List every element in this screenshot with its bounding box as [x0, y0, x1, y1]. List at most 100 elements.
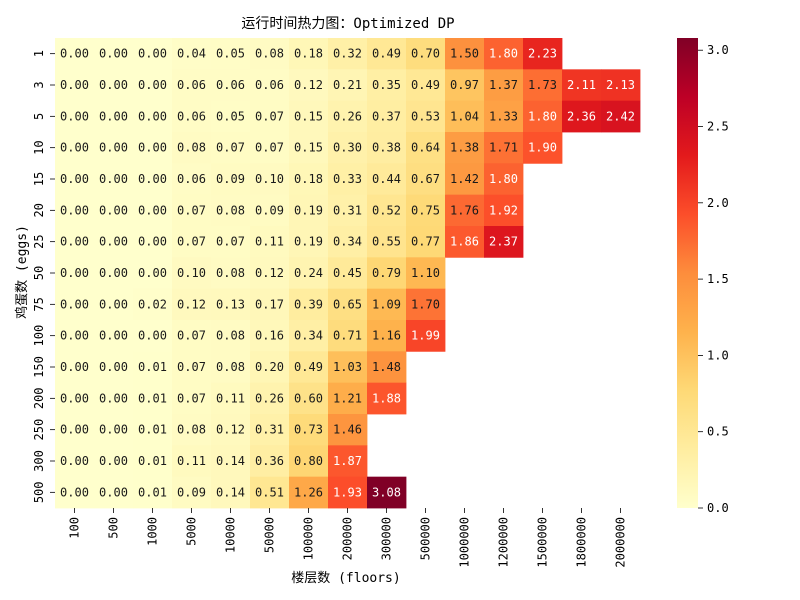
- heatmap-cell: [172, 257, 212, 290]
- cell-value-label: 0.00: [60, 266, 89, 280]
- cell-value-label: 0.34: [294, 329, 323, 343]
- cell-value-label: 0.07: [255, 141, 284, 155]
- heatmap-cell: [328, 69, 368, 102]
- heatmap-cell: [289, 69, 329, 102]
- cell-value-label: 0.00: [99, 109, 128, 123]
- y-axis-label: 鸡蛋数 (eggs): [14, 225, 30, 319]
- heatmap-cell: [55, 445, 95, 478]
- cell-value-label: 0.00: [60, 329, 89, 343]
- heatmap-cell: [367, 194, 407, 227]
- heatmap-cell: [94, 194, 134, 227]
- x-tick-label: 5000: [185, 517, 199, 546]
- cell-value-label: 0.07: [177, 360, 206, 374]
- heatmap-cell: [211, 414, 251, 446]
- heatmap-cell: [484, 132, 524, 164]
- heatmap-cell: [445, 132, 485, 164]
- heatmap-cell: [406, 69, 446, 102]
- x-tick-label: 200000: [341, 517, 355, 560]
- heatmap-cell: [172, 226, 212, 258]
- cell-value-label: 0.14: [216, 454, 245, 468]
- colorbar-tick-label: 2.5: [707, 120, 729, 134]
- y-tick-label: 150: [32, 356, 46, 378]
- cell-value-label: 0.11: [255, 235, 284, 249]
- heatmap-cell: [289, 288, 329, 321]
- heatmap-cell: [367, 163, 407, 196]
- heatmap-cell: [367, 288, 407, 321]
- heatmap-cell: [328, 351, 368, 384]
- heatmap-cell: [55, 257, 95, 290]
- heatmap-cell: [523, 100, 563, 133]
- cell-value-label: 0.00: [138, 235, 167, 249]
- colorbar-tick-label: 0.0: [707, 501, 729, 515]
- cell-value-label: 0.53: [411, 109, 440, 123]
- cell-value-label: 1.92: [489, 203, 518, 217]
- heatmap-cell: [250, 320, 290, 352]
- cell-value-label: 1.90: [528, 141, 557, 155]
- heatmap-cell: [289, 320, 329, 352]
- heatmap-cell: [211, 320, 251, 352]
- heatmap-cell: [484, 163, 524, 196]
- x-tick-label: 1000: [146, 517, 160, 546]
- heatmap-cell: [94, 226, 134, 258]
- heatmap-cell: [601, 69, 641, 102]
- heatmap-cell: [406, 320, 446, 352]
- cell-value-label: 1.09: [372, 297, 401, 311]
- heatmap-cell: [445, 194, 485, 227]
- heatmap-cell: [328, 414, 368, 446]
- cell-value-label: 0.00: [138, 172, 167, 186]
- heatmap-cell: [289, 382, 329, 415]
- heatmap-cell: [133, 38, 173, 70]
- cell-value-label: 1.86: [450, 235, 479, 249]
- cell-value-label: 0.00: [99, 141, 128, 155]
- x-tick-label: 1800000: [575, 517, 589, 568]
- cell-value-label: 0.00: [60, 360, 89, 374]
- heatmap-cell: [211, 38, 251, 70]
- heatmap-cell: [133, 226, 173, 258]
- cell-value-label: 0.21: [333, 78, 362, 92]
- heatmap-cell: [211, 132, 251, 164]
- cell-value-label: 0.08: [216, 203, 245, 217]
- cell-value-label: 0.00: [60, 141, 89, 155]
- heatmap-cell: [328, 226, 368, 258]
- cell-value-label: 1.38: [450, 141, 479, 155]
- heatmap-cell: [523, 69, 563, 102]
- cell-value-label: 0.15: [294, 109, 323, 123]
- y-tick-label: 10: [32, 140, 46, 154]
- cell-value-label: 0.51: [255, 485, 284, 499]
- cell-value-label: 0.38: [372, 141, 401, 155]
- heatmap-cell: [250, 132, 290, 164]
- heatmap-cell: [289, 163, 329, 196]
- heatmap-cell: [250, 257, 290, 290]
- cell-value-label: 0.00: [138, 141, 167, 155]
- colorbar: [677, 38, 698, 508]
- cell-value-label: 0.07: [216, 141, 245, 155]
- heatmap-cell: [172, 351, 212, 384]
- cell-value-label: 0.00: [138, 109, 167, 123]
- heatmap-cell: [367, 132, 407, 164]
- cell-value-label: 0.45: [333, 266, 362, 280]
- heatmap-cell: [523, 38, 563, 70]
- heatmap-cell: [55, 351, 95, 384]
- y-tick-label: 1: [32, 50, 46, 57]
- cell-value-label: 0.36: [255, 454, 284, 468]
- cell-value-label: 1.10: [411, 266, 440, 280]
- cell-value-label: 0.44: [372, 172, 401, 186]
- heatmap-cell: [94, 351, 134, 384]
- cell-value-label: 0.26: [255, 391, 284, 405]
- heatmap-cell: [211, 351, 251, 384]
- cell-value-label: 1.50: [450, 47, 479, 61]
- heatmap-cell: [55, 38, 95, 70]
- y-tick-label: 100: [32, 325, 46, 347]
- heatmap-cell: [172, 288, 212, 321]
- cell-value-label: 0.31: [333, 203, 362, 217]
- x-tick-label: 1200000: [497, 517, 511, 568]
- heatmap-cell: [367, 476, 407, 509]
- heatmap-cell: [133, 414, 173, 446]
- cell-value-label: 0.00: [60, 454, 89, 468]
- cell-value-label: 1.99: [411, 329, 440, 343]
- cell-value-label: 0.00: [60, 235, 89, 249]
- cell-value-label: 0.09: [216, 172, 245, 186]
- y-axis-ticks: 1 3 5 10 15 20 25 50 75 100 150 200 250 300 500: [32, 50, 55, 503]
- heatmap-cell: [484, 100, 524, 133]
- cell-value-label: 0.00: [99, 235, 128, 249]
